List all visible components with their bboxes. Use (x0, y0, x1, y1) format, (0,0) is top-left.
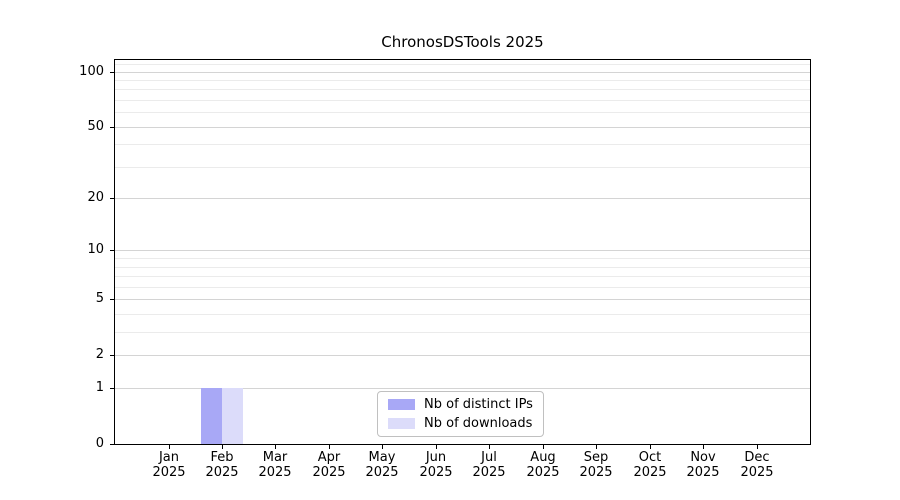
y-axis-tick-label: 0 (95, 436, 104, 451)
x-axis-tick (275, 445, 276, 449)
x-axis-tick (222, 445, 223, 449)
x-axis-tick-label: Jul 2025 (472, 450, 506, 480)
x-axis-tick (650, 445, 651, 449)
y-axis-tick (110, 198, 114, 199)
y-minor-gridline (115, 80, 810, 81)
x-axis-tick (703, 445, 704, 449)
y-major-gridline (115, 198, 810, 199)
y-minor-gridline (115, 167, 810, 168)
bar-nb-of-distinct-ips-feb (201, 388, 222, 445)
x-axis-tick (757, 445, 758, 449)
x-axis-tick-label: Nov 2025 (686, 450, 720, 480)
x-axis-tick-label: Apr 2025 (312, 450, 346, 480)
legend: Nb of distinct IPs Nb of downloads (377, 391, 544, 437)
x-axis-tick (543, 445, 544, 449)
y-minor-gridline (115, 144, 810, 145)
bar-nb-of-downloads-feb (222, 388, 243, 445)
y-minor-gridline (115, 100, 810, 101)
y-axis-tick-label: 5 (95, 291, 104, 306)
x-axis-tick-label: Jun 2025 (419, 450, 453, 480)
x-axis-tick-label: Dec 2025 (740, 450, 774, 480)
y-axis-tick-label: 1 (95, 380, 104, 395)
y-minor-gridline (115, 267, 810, 268)
y-axis-tick (110, 444, 114, 445)
legend-item-downloads: Nb of downloads (388, 414, 533, 433)
legend-label-distinct-ips: Nb of distinct IPs (424, 397, 533, 412)
x-axis-tick-label: Oct 2025 (633, 450, 667, 480)
x-axis-tick-label: May 2025 (365, 450, 399, 480)
x-axis-tick (489, 445, 490, 449)
y-axis-tick (110, 299, 114, 300)
y-minor-gridline (115, 314, 810, 315)
y-minor-gridline (115, 64, 810, 65)
y-minor-gridline (115, 276, 810, 277)
y-major-gridline (115, 299, 810, 300)
legend-item-distinct-ips: Nb of distinct IPs (388, 395, 533, 414)
chart-title: ChronosDSTools 2025 (381, 33, 544, 51)
y-axis-tick (110, 355, 114, 356)
x-axis-tick (596, 445, 597, 449)
y-major-gridline (115, 250, 810, 251)
y-axis-tick-label: 100 (79, 64, 104, 79)
y-axis-tick (110, 127, 114, 128)
x-axis-tick-label: Jan 2025 (152, 450, 186, 480)
x-axis-tick (382, 445, 383, 449)
y-minor-gridline (115, 287, 810, 288)
y-axis-tick-label: 50 (87, 119, 104, 134)
y-minor-gridline (115, 112, 810, 113)
legend-label-downloads: Nb of downloads (424, 416, 533, 431)
x-axis-tick (329, 445, 330, 449)
y-major-gridline (115, 355, 810, 356)
x-axis-tick (169, 445, 170, 449)
x-axis-tick (436, 445, 437, 449)
x-axis-tick-label: Aug 2025 (526, 450, 560, 480)
y-major-gridline (115, 388, 810, 389)
y-minor-gridline (115, 258, 810, 259)
y-major-gridline (115, 127, 810, 128)
y-major-gridline (115, 72, 810, 73)
y-minor-gridline (115, 332, 810, 333)
legend-swatch-downloads-icon (388, 418, 415, 429)
y-axis-tick-label: 10 (87, 242, 104, 257)
x-axis-tick-label: Sep 2025 (579, 450, 613, 480)
y-axis-tick (110, 72, 114, 73)
y-axis-tick (110, 250, 114, 251)
y-axis-tick (110, 388, 114, 389)
legend-swatch-distinct-ips-icon (388, 399, 415, 410)
y-axis-tick-label: 2 (95, 347, 104, 362)
y-axis-tick-label: 20 (87, 190, 104, 205)
x-axis-tick-label: Mar 2025 (258, 450, 292, 480)
y-minor-gridline (115, 89, 810, 90)
x-axis-tick-label: Feb 2025 (205, 450, 239, 480)
